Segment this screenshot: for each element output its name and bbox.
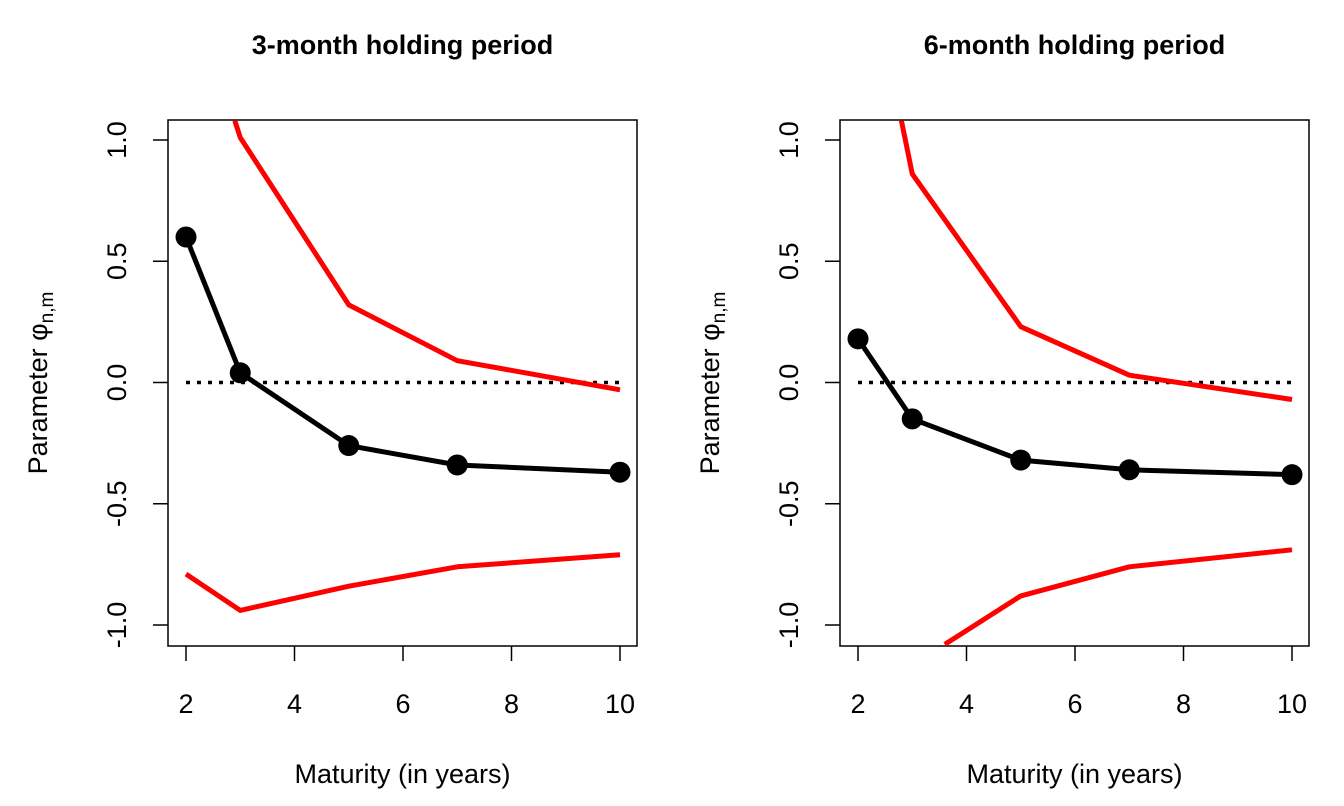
y-axis-label-text: Parameter — [695, 341, 725, 475]
x-axis-ticks: 2 4 6 8 10 — [850, 646, 1307, 719]
panel-6-month: 6-month holding period Maturity (in year… — [695, 30, 1310, 789]
x-tick-label: 6 — [1067, 689, 1082, 719]
plot-area — [175, 120, 631, 613]
y-tick-label: 1.0 — [102, 121, 132, 159]
y-tick-label: -1.0 — [774, 602, 804, 649]
plot-area — [847, 120, 1303, 646]
y-axis-label-subscript: n,m — [709, 292, 730, 324]
y-axis-label-symbol: φ — [695, 323, 725, 341]
y-tick-label: -0.5 — [774, 480, 804, 527]
x-axis-ticks: 2 4 6 8 10 — [178, 646, 635, 719]
data-point — [1010, 449, 1032, 471]
chart-title: 3-month holding period — [252, 30, 553, 60]
estimate-line — [855, 337, 1293, 478]
plot-frame — [839, 119, 1310, 647]
y-tick-label: 0.5 — [102, 242, 132, 280]
x-tick-label: 8 — [504, 689, 519, 719]
y-axis-label-subscript: n,m — [37, 292, 58, 324]
y-tick-label: -0.5 — [102, 480, 132, 527]
confidence-band-line — [898, 120, 1293, 402]
y-tick-label: 1.0 — [774, 121, 804, 159]
y-tick-label: 0.0 — [102, 364, 132, 402]
y-axis-label-symbol: φ — [23, 323, 53, 341]
data-point — [338, 435, 360, 457]
x-axis-label: Maturity (in years) — [294, 759, 510, 789]
data-point — [1281, 464, 1303, 486]
chart-title: 6-month holding period — [924, 30, 1225, 60]
data-point — [446, 454, 468, 476]
confidence-band-line — [943, 547, 1293, 646]
y-tick-label: 0.5 — [774, 242, 804, 280]
data-point — [229, 362, 251, 384]
data-point — [609, 461, 631, 483]
data-point — [847, 328, 869, 350]
x-axis-label: Maturity (in years) — [966, 759, 1182, 789]
confidence-band-line — [184, 552, 621, 613]
x-tick-label: 6 — [395, 689, 410, 719]
x-tick-label: 10 — [1277, 689, 1307, 719]
y-tick-label: 0.0 — [774, 364, 804, 402]
x-tick-label: 2 — [850, 689, 865, 719]
confidence-band-line — [232, 120, 621, 393]
y-axis-label: Parameter φn,m — [695, 292, 730, 475]
y-axis-ticks: -1.0 -0.5 0.0 0.5 1.0 — [774, 121, 840, 648]
panel-3-month: 3-month holding period Maturity (in year… — [23, 30, 638, 789]
y-axis-label-text: Parameter — [23, 341, 53, 475]
y-axis-ticks: -1.0 -0.5 0.0 0.5 1.0 — [102, 121, 168, 648]
data-point — [901, 408, 923, 430]
y-tick-label: -1.0 — [102, 602, 132, 649]
data-point — [175, 226, 197, 248]
x-tick-label: 8 — [1176, 689, 1191, 719]
estimate-line — [183, 236, 621, 475]
y-axis-label: Parameter φn,m — [23, 292, 58, 475]
x-tick-label: 10 — [605, 689, 635, 719]
x-tick-label: 4 — [287, 689, 302, 719]
x-tick-label: 2 — [178, 689, 193, 719]
data-point — [1118, 459, 1140, 481]
x-tick-label: 4 — [959, 689, 974, 719]
